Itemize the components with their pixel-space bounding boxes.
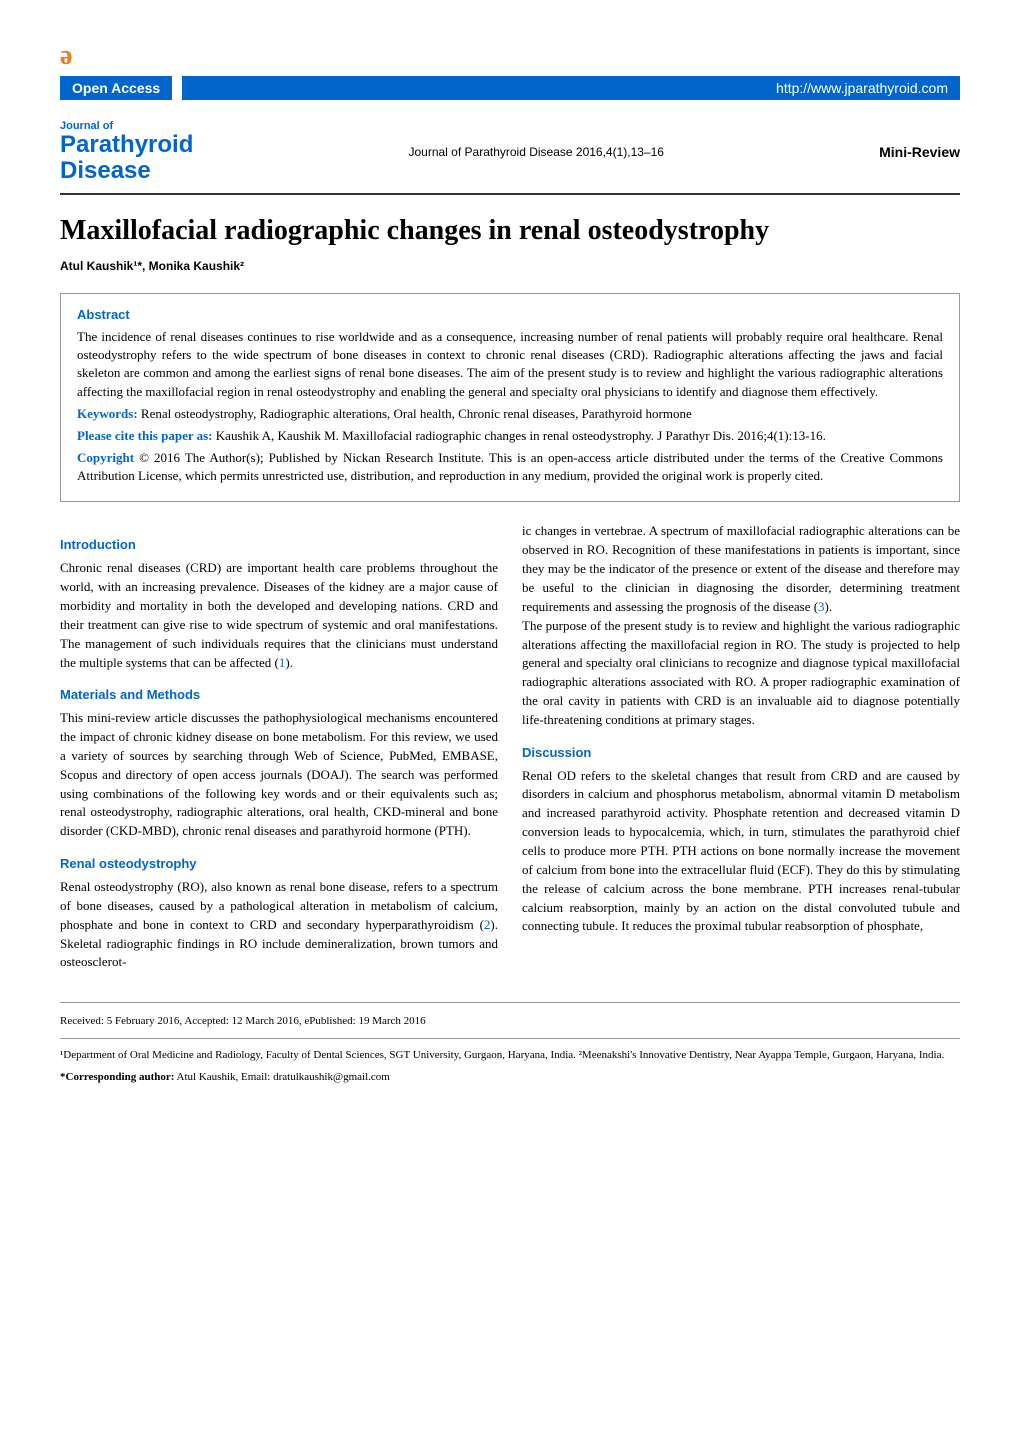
right-column: ic changes in vertebrae. A spectrum of m…: [522, 522, 960, 972]
dates: Received: 5 February 2016, Accepted: 12 …: [60, 1013, 960, 1030]
journal-name-line1: Parathyroid: [60, 132, 193, 158]
journal-name-line2: Disease: [60, 158, 193, 184]
affiliations: ¹Department of Oral Medicine and Radiolo…: [60, 1047, 960, 1064]
footer: Received: 5 February 2016, Accepted: 12 …: [60, 1002, 960, 1086]
renal-od-purpose: The purpose of the present study is to r…: [522, 617, 960, 730]
journal-citation: Journal of Parathyroid Disease 2016,4(1)…: [408, 145, 664, 159]
discussion-heading: Discussion: [522, 744, 960, 763]
methods-heading: Materials and Methods: [60, 686, 498, 705]
renal-od-text-2: ic changes in vertebrae. A spectrum of m…: [522, 522, 960, 616]
introduction-heading: Introduction: [60, 536, 498, 555]
cite-text: Kaushik A, Kaushik M. Maxillofacial radi…: [213, 428, 826, 443]
copyright-text: © 2016 The Author(s); Published by Nicka…: [77, 450, 943, 483]
renal-od-heading: Renal osteodystrophy: [60, 855, 498, 874]
journal-logo: Journal of Parathyroid Disease: [60, 120, 193, 185]
open-access-bar: ə Open Access http://www.jparathyroid.co…: [60, 40, 960, 100]
cite-line: Please cite this paper as: Kaushik A, Ka…: [77, 427, 943, 445]
keywords-line: Keywords: Renal osteodystrophy, Radiogra…: [77, 405, 943, 423]
copyright-line: Copyright © 2016 The Author(s); Publishe…: [77, 449, 943, 485]
abstract-text: The incidence of renal diseases continue…: [77, 328, 943, 401]
corresponding-label: *Corresponding author:: [60, 1071, 174, 1083]
body-columns: Introduction Chronic renal diseases (CRD…: [60, 522, 960, 972]
renal-od-text-1: Renal osteodystrophy (RO), also known as…: [60, 878, 498, 972]
open-access-icon: ə: [60, 40, 172, 72]
keywords-label: Keywords:: [77, 406, 138, 421]
article-type: Mini-Review: [879, 144, 960, 160]
left-column: Introduction Chronic renal diseases (CRD…: [60, 522, 498, 972]
keywords-text: Renal osteodystrophy, Radiographic alter…: [138, 406, 692, 421]
article-title: Maxillofacial radiographic changes in re…: [60, 215, 960, 247]
open-access-left: ə Open Access: [60, 40, 172, 100]
open-access-label: Open Access: [60, 76, 172, 100]
footer-divider: [60, 1038, 960, 1039]
journal-header: Journal of Parathyroid Disease Journal o…: [60, 120, 960, 195]
corresponding-text: Atul Kaushik, Email: dratulkaushik@gmail…: [174, 1071, 389, 1083]
abstract-heading: Abstract: [77, 306, 943, 324]
journal-url[interactable]: http://www.jparathyroid.com: [182, 76, 960, 100]
discussion-text: Renal OD refers to the skeletal changes …: [522, 767, 960, 937]
cite-label: Please cite this paper as:: [77, 428, 213, 443]
corresponding: *Corresponding author: Atul Kaushik, Ema…: [60, 1069, 960, 1086]
authors: Atul Kaushik¹*, Monika Kaushik²: [60, 259, 960, 273]
introduction-text: Chronic renal diseases (CRD) are importa…: [60, 559, 498, 672]
methods-text: This mini-review article discusses the p…: [60, 709, 498, 841]
abstract-box: Abstract The incidence of renal diseases…: [60, 293, 960, 503]
copyright-label: Copyright: [77, 450, 134, 465]
